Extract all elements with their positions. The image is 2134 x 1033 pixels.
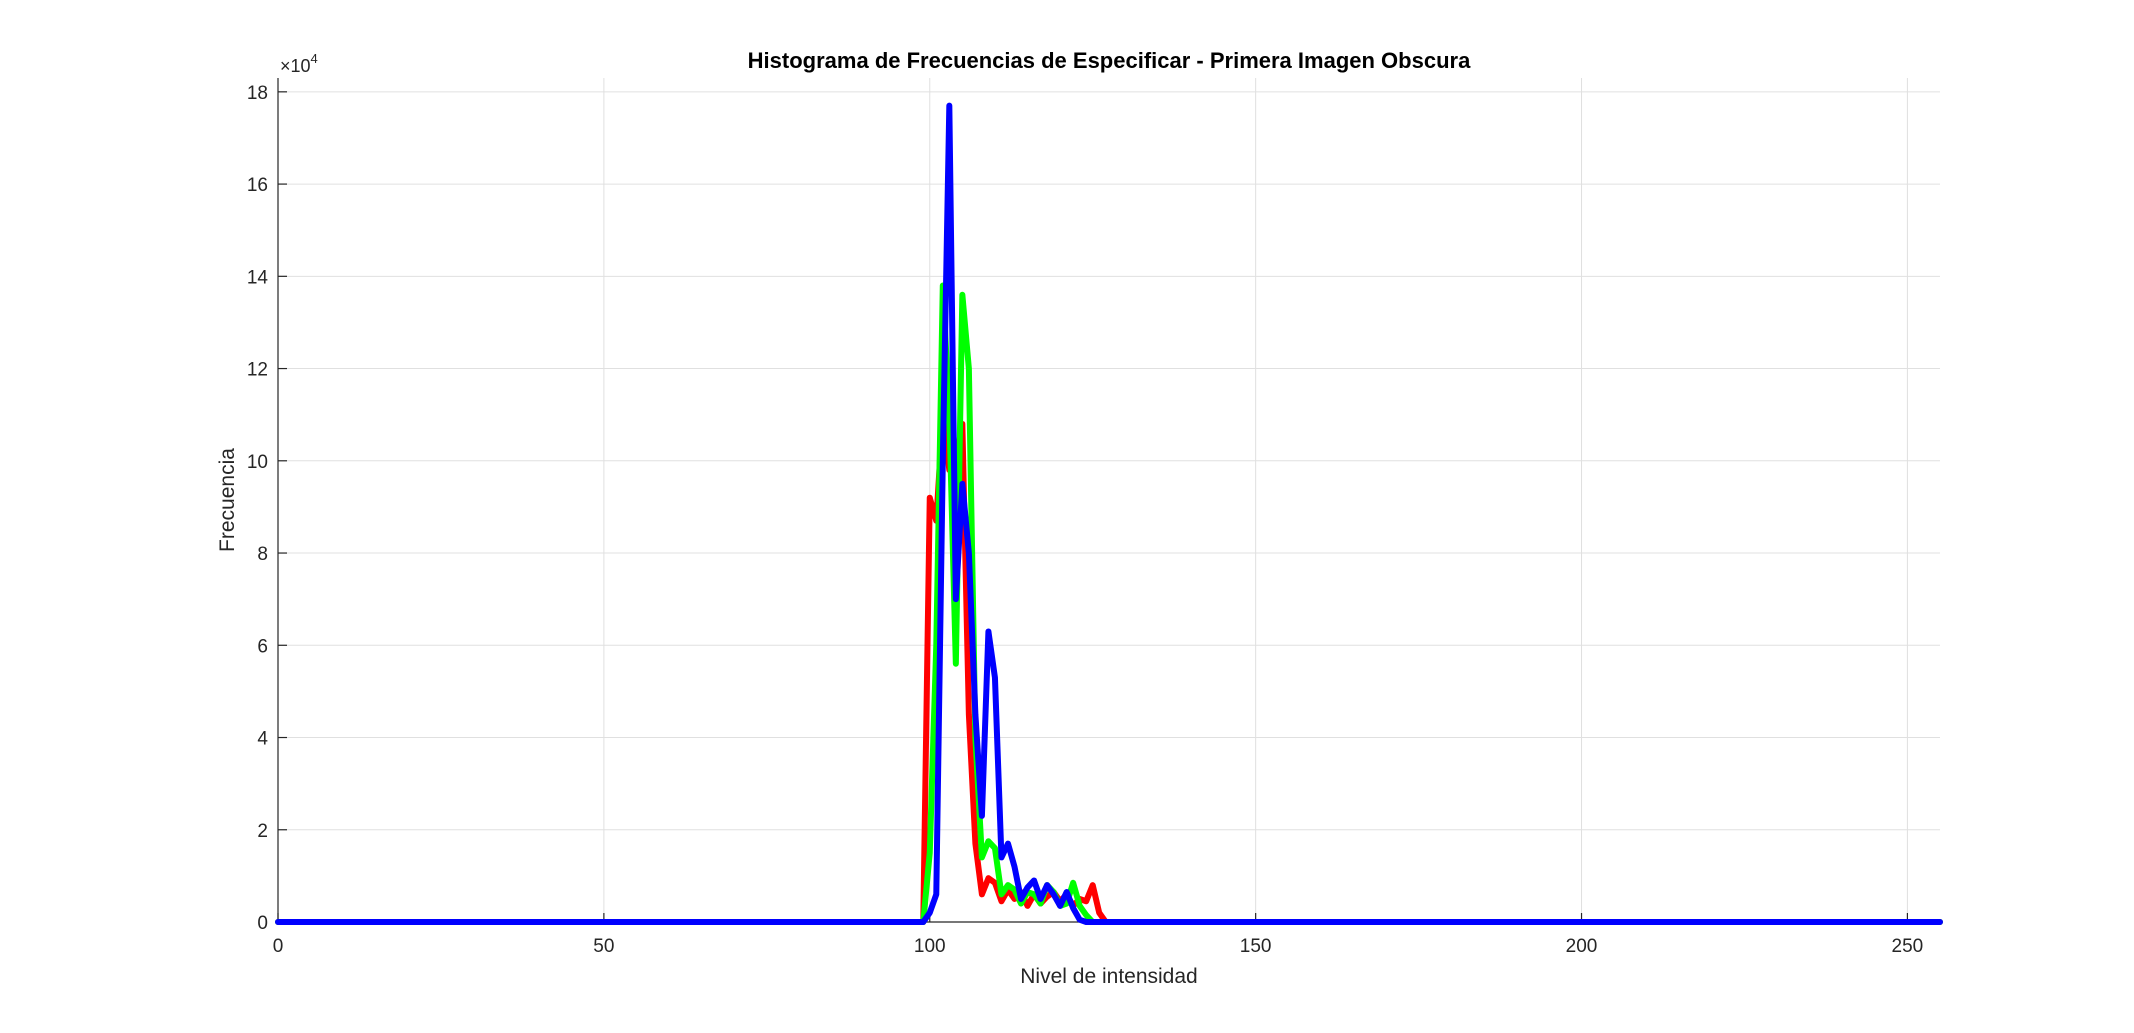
axes: 0 50 100 150 200 250 0 2 4 6 8 10 12 14 16 18 (247, 78, 1940, 957)
series-line-2 (275, 282, 1943, 925)
y-tick-label: 16 (247, 175, 268, 196)
series-group (275, 102, 1943, 925)
y-exponent-base: ×10 (280, 56, 311, 76)
grid (278, 78, 1940, 922)
y-exponent-power: 4 (311, 51, 318, 66)
x-tick-label: 150 (1240, 936, 1272, 957)
y-tick-label: 0 (257, 913, 268, 934)
series-line-3 (275, 102, 1943, 925)
y-axis-label: Frecuencia (216, 448, 239, 552)
labels: Histograma de Frecuencias de Especificar… (216, 48, 1471, 988)
y-tick-label: 10 (247, 452, 268, 473)
y-tick-label: 6 (257, 636, 268, 657)
series-line-1 (275, 411, 1943, 925)
chart-title: Histograma de Frecuencias de Especificar… (748, 48, 1471, 73)
y-tick-label: 12 (247, 360, 268, 381)
y-tick-label: 18 (247, 83, 268, 104)
x-tick-label: 200 (1566, 936, 1598, 957)
y-tick-label: 2 (257, 821, 268, 842)
y-tick-label: 14 (247, 267, 269, 288)
x-tick-label: 100 (914, 936, 946, 957)
y-axis-exponent: ×104 (280, 51, 318, 76)
x-axis-label: Nivel de intensidad (1020, 965, 1197, 988)
x-tick-label: 0 (273, 936, 284, 957)
x-tick-label: 50 (593, 936, 614, 957)
y-tick-label: 4 (257, 729, 268, 750)
y-tick-label: 8 (257, 544, 268, 565)
x-tick-label: 250 (1892, 936, 1924, 957)
